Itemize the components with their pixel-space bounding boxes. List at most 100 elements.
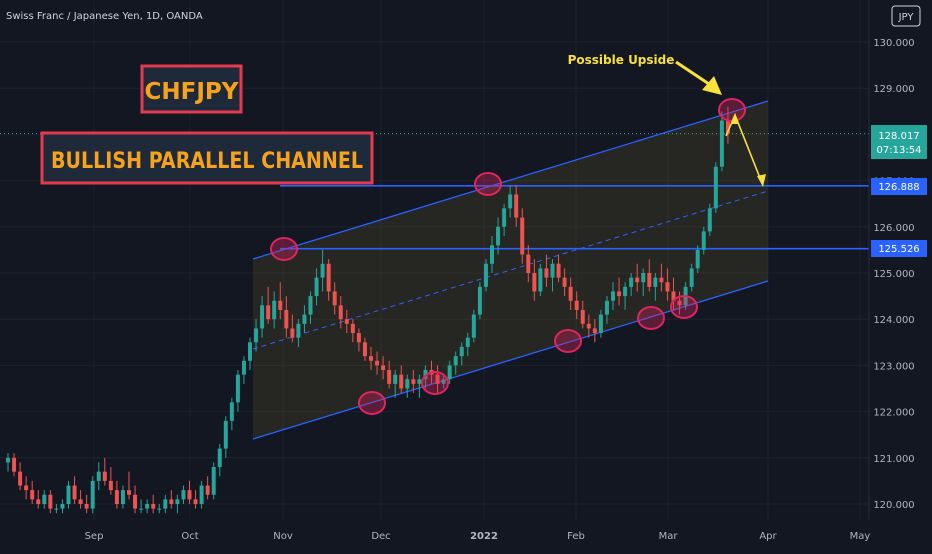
candle-body: [175, 499, 180, 504]
candle-body: [133, 494, 138, 509]
pair-label-box[interactable]: [140, 64, 243, 114]
candle-body: [30, 490, 35, 500]
pivot-circle-marker[interactable]: [421, 371, 449, 395]
candle-body: [278, 300, 283, 310]
pattern-layer: [252, 100, 869, 440]
resistance-lower-badge[interactable]: [871, 240, 927, 257]
candle-body: [145, 504, 150, 509]
candle-body: [24, 485, 29, 491]
resistance-upper-badge[interactable]: [871, 178, 927, 195]
upside-label: Possible Upside: [568, 53, 675, 67]
pivot-circle-marker[interactable]: [474, 172, 502, 196]
candle-body: [465, 337, 470, 347]
time-tick-label: Mar: [659, 531, 679, 542]
upside-arrow-shaft: [675, 60, 713, 88]
candle-body: [526, 254, 531, 273]
candle-body: [102, 471, 107, 481]
price-tick-label: 124.000: [873, 315, 914, 326]
time-tick-label: Sep: [85, 531, 104, 542]
pair-label: CHFJPY: [145, 79, 239, 105]
candle-body: [229, 402, 234, 421]
projection-down-arrow-icon: [757, 174, 766, 187]
candle-body: [483, 263, 488, 287]
candle-body: [332, 291, 337, 306]
candle-body: [453, 356, 458, 366]
candle-body: [356, 333, 361, 343]
candle-body: [248, 342, 252, 361]
channel-lower-line[interactable]: [252, 280, 769, 440]
pivot-circle-marker[interactable]: [270, 237, 298, 261]
last-price-value: 128.017: [878, 131, 919, 142]
pattern-label-box[interactable]: [40, 131, 374, 185]
candle-body: [163, 499, 168, 509]
candle-body: [6, 457, 10, 463]
pivot-circle-marker[interactable]: [637, 306, 665, 330]
pivot-circle-marker[interactable]: [554, 329, 582, 353]
candle-body: [326, 263, 331, 292]
currency-badge[interactable]: [891, 5, 921, 27]
time-axis[interactable]: Sep Oct Nov Dec 2022 Feb Mar Apr May: [85, 531, 871, 542]
candle-body: [447, 365, 452, 380]
candle-body: [629, 277, 634, 287]
candle-body: [556, 263, 561, 278]
candle-body: [42, 494, 47, 504]
candle-body: [320, 263, 325, 278]
candle-body: [508, 194, 513, 209]
channel-upper-line[interactable]: [252, 100, 769, 260]
pivot-circle-marker[interactable]: [358, 391, 386, 415]
candle-body: [344, 319, 349, 324]
symbol-line: Swiss Franc / Japanese Yen, 1D, OANDA: [6, 11, 203, 22]
pivot-circle-marker[interactable]: [670, 295, 698, 319]
resistance-lower-value: 125.526: [878, 244, 919, 255]
candle-body: [399, 374, 404, 389]
candle-body: [411, 379, 416, 384]
time-tick-label: May: [850, 531, 871, 542]
candle-body: [459, 346, 464, 357]
candle-body: [199, 485, 204, 504]
candle-body: [393, 374, 398, 384]
candle-body: [211, 467, 216, 495]
upside-arrow-head-icon: [702, 76, 722, 95]
candle-body: [695, 249, 700, 269]
candle-body: [490, 245, 494, 264]
candle-body: [701, 231, 706, 250]
candle-body: [205, 485, 210, 495]
candle-body: [617, 291, 622, 297]
last-price-badge[interactable]: [871, 125, 927, 159]
candle-body: [120, 490, 125, 504]
candle-body: [193, 499, 198, 504]
candle-body: [48, 494, 53, 509]
candle-body: [96, 471, 101, 481]
pivot-circle-marker[interactable]: [718, 98, 746, 122]
candle-body: [496, 226, 501, 246]
price-tick-label: 121.000: [873, 454, 914, 465]
candle-body: [471, 314, 476, 338]
candle-body: [435, 374, 440, 384]
candle-body: [84, 504, 89, 509]
currency-label: JPY: [898, 12, 915, 23]
projection-up-arrow-icon: [731, 113, 739, 124]
price-tick-label: 129.000: [873, 84, 914, 95]
candle-body: [187, 490, 192, 500]
candle-body: [544, 268, 549, 278]
candle-body: [441, 379, 446, 384]
candle-body: [217, 448, 222, 468]
candle-body: [405, 379, 410, 389]
marker-layer: [270, 60, 766, 415]
candle-body: [719, 120, 724, 167]
candle-body: [550, 263, 555, 278]
candle-body: [169, 499, 174, 504]
candle-body: [78, 499, 83, 504]
candle-body: [713, 166, 718, 209]
candle-body: [725, 120, 730, 134]
candle-body: [260, 305, 265, 329]
candle-body: [369, 356, 373, 361]
candle-body: [151, 504, 156, 509]
candle-body: [72, 485, 77, 500]
price-tick-label: 122.000: [873, 408, 914, 419]
candle-body: [574, 300, 579, 310]
candle-body: [689, 268, 694, 287]
candle-body: [18, 471, 23, 486]
